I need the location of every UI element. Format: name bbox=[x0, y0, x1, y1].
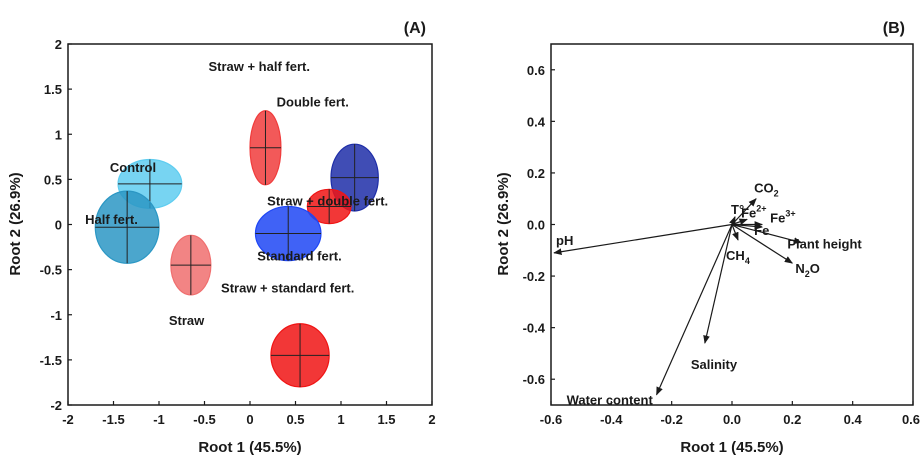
y-tick-label: -1 bbox=[50, 308, 62, 323]
loading-vector-arrow bbox=[731, 198, 757, 225]
x-tick-label: -0.5 bbox=[193, 412, 215, 427]
y-tick-label: 1 bbox=[55, 127, 62, 142]
loading-vector-arrow bbox=[731, 224, 739, 241]
group-label: Half fert. bbox=[85, 212, 138, 227]
loading-vector-label: Plant height bbox=[787, 237, 862, 252]
y-tick-label: 0.0 bbox=[527, 218, 545, 233]
loading-vector-label: Salinity bbox=[691, 357, 738, 372]
loading-vector-label: Fe3+ bbox=[770, 209, 795, 226]
panel-a-groups: Control Half fert. Straw Straw + half fert.… bbox=[85, 59, 388, 388]
group-label: Control bbox=[110, 160, 156, 175]
loading-vector-arrow bbox=[656, 224, 733, 396]
x-tick-label: -2 bbox=[62, 412, 74, 427]
group-label: Double fert. bbox=[277, 95, 349, 110]
group-ellipse bbox=[170, 234, 212, 296]
loading-vector-arrow bbox=[729, 215, 736, 226]
panel-b-y-axis-label: Root 2 (26.9%) bbox=[495, 172, 512, 275]
panel-a-x-ticks: -2 -1.5 -1 -0.5 0 0.5 1 1.5 2 bbox=[62, 401, 436, 427]
loading-vector-label: CH4 bbox=[726, 248, 750, 266]
panel-a: -2 -1.5 -1 -0.5 0 0.5 1 1.5 2 -2 -1.5 -1 -0.5 0 0.5 1 1… bbox=[7, 20, 436, 456]
y-tick-label: 2 bbox=[55, 37, 62, 52]
y-tick-label: -0.5 bbox=[40, 263, 62, 278]
panel-b-label: (B) bbox=[883, 20, 905, 37]
y-tick-label: 0.2 bbox=[527, 166, 545, 181]
group-label: Straw bbox=[169, 313, 205, 328]
y-tick-label: 0 bbox=[55, 218, 62, 233]
loading-vector-label: CO2 bbox=[754, 181, 779, 199]
x-tick-label: 0.6 bbox=[902, 412, 920, 427]
x-tick-label: 0.2 bbox=[783, 412, 801, 427]
group-ellipse bbox=[306, 188, 352, 225]
panel-b-x-ticks: -0.6 -0.4 -0.2 0.0 0.2 0.4 0.6 bbox=[540, 401, 920, 427]
x-tick-label: -1.5 bbox=[102, 412, 124, 427]
panel-b: -0.6 -0.4 -0.2 0.0 0.2 0.4 0.6 -0.6 -0.4 -0.2 0.0… bbox=[495, 20, 920, 456]
x-tick-label: -0.4 bbox=[600, 412, 623, 427]
panel-b-vectors: pH CO2 T°Fe2+Fe3+Fe Plant height CH4 N2O Salin… bbox=[553, 181, 862, 408]
panel-a-label: (A) bbox=[404, 20, 426, 37]
y-tick-label: -2 bbox=[50, 398, 62, 413]
x-tick-label: 1.5 bbox=[377, 412, 395, 427]
group-ellipse bbox=[94, 190, 160, 264]
x-tick-label: 0.5 bbox=[286, 412, 304, 427]
panel-b-y-ticks: -0.6 -0.4 -0.2 0.0 0.2 0.4 0.6 bbox=[523, 63, 555, 387]
loading-vector-arrow bbox=[731, 223, 794, 264]
loading-vector-arrow bbox=[553, 223, 733, 255]
loading-vector-arrow bbox=[731, 218, 748, 226]
loading-vector-arrow bbox=[703, 224, 733, 344]
group-ellipse bbox=[249, 110, 282, 186]
loading-vector-label: Water content bbox=[567, 393, 654, 408]
y-tick-label: 0.4 bbox=[527, 114, 546, 129]
y-tick-label: -0.6 bbox=[523, 372, 545, 387]
loading-vector-label: T° bbox=[731, 202, 744, 217]
x-tick-label: -0.2 bbox=[660, 412, 682, 427]
group-label: Straw + half fert. bbox=[208, 59, 310, 74]
panel-a-y-ticks: -2 -1.5 -1 -0.5 0 0.5 1 1.5 2 bbox=[40, 37, 72, 413]
x-tick-label: 1 bbox=[337, 412, 344, 427]
loading-vector-arrow bbox=[731, 223, 764, 230]
y-tick-label: 0.6 bbox=[527, 63, 545, 78]
loading-vector-label: Fe bbox=[754, 223, 769, 238]
loading-vector-label: Fe2+ bbox=[741, 203, 766, 220]
y-tick-label: 0.5 bbox=[44, 172, 62, 187]
y-tick-label: -1.5 bbox=[40, 353, 62, 368]
group-ellipse bbox=[254, 205, 322, 262]
x-tick-label: -1 bbox=[153, 412, 165, 427]
panel-b-x-axis-label: Root 1 (45.5%) bbox=[680, 439, 783, 456]
x-tick-label: -0.6 bbox=[540, 412, 562, 427]
x-tick-label: 2 bbox=[428, 412, 435, 427]
loading-vector-label: N2O bbox=[795, 261, 820, 279]
x-tick-label: 0.0 bbox=[723, 412, 741, 427]
y-tick-label: 1.5 bbox=[44, 82, 62, 97]
panel-a-x-axis-label: Root 1 (45.5%) bbox=[198, 439, 301, 456]
group-label: Straw + double fert. bbox=[267, 193, 388, 208]
y-tick-label: -0.4 bbox=[523, 321, 546, 336]
y-tick-label: -0.2 bbox=[523, 269, 545, 284]
group-ellipse bbox=[270, 323, 330, 388]
panel-a-y-axis-label: Root 2 (26.9%) bbox=[7, 172, 24, 275]
x-tick-label: 0 bbox=[246, 412, 253, 427]
loading-vector-arrow bbox=[731, 223, 803, 244]
group-label: Straw + standard fert. bbox=[221, 280, 354, 295]
x-tick-label: 0.4 bbox=[844, 412, 863, 427]
group-label: Standard fert. bbox=[257, 249, 342, 264]
loading-vector-label: pH bbox=[556, 233, 573, 248]
